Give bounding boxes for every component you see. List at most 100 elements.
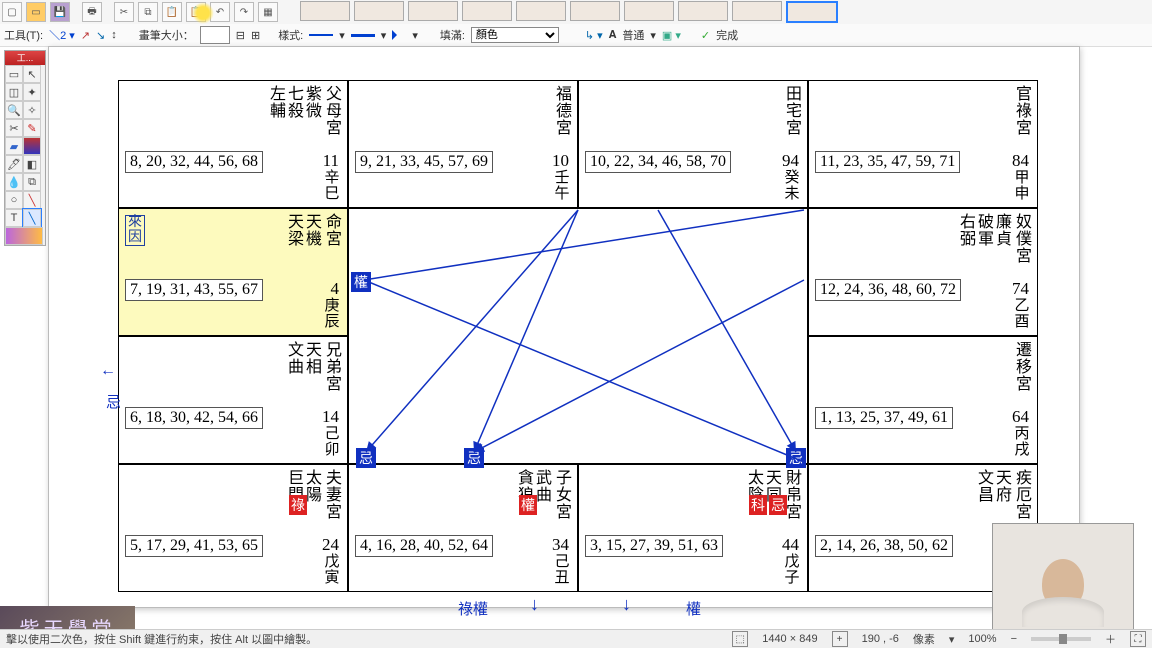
tool-line-icon[interactable]: ＼2 ▾ (49, 27, 75, 43)
line-arrow-style[interactable] (392, 30, 406, 40)
webcam-overlay (992, 523, 1134, 630)
tool-c-icon[interactable]: ↕ (111, 29, 117, 41)
line-style-thick[interactable] (351, 34, 375, 37)
fill-label: 填滿: (440, 27, 465, 43)
line-style-thin[interactable] (309, 34, 333, 36)
palace-name: 父母宮 (325, 87, 343, 137)
text-align-icon[interactable]: 𝐀 (609, 29, 617, 42)
palace-years: 9, 21, 33, 45, 57, 69 (355, 151, 493, 173)
connector-icon[interactable]: ↳ ▾ (585, 29, 603, 42)
palace-ganzhi: 庚辰 (323, 299, 341, 331)
palace-ganzhi: 壬午 (553, 171, 571, 203)
palace-cell-0[interactable]: 父母宮左輔七殺紫微8, 20, 32, 44, 56, 6811辛巳 (118, 80, 348, 208)
palace-limit: 10 (552, 151, 569, 171)
doc-thumb-9[interactable] (786, 1, 838, 23)
size-down-icon[interactable]: ⊟ (236, 29, 245, 42)
copy-icon[interactable]: ⧉ (138, 2, 158, 22)
tools-label: 工具(T): (4, 27, 43, 43)
status-bar: 擊以使用二次色，按住 Shift 鍵進行約束，按住 Alt 以圖中繪製。 ⬚ 1… (0, 629, 1152, 648)
tool-text-icon[interactable]: T (5, 209, 23, 227)
zoom-fit-icon[interactable]: ⛶ (1130, 631, 1146, 647)
tool-grad-icon[interactable] (23, 137, 41, 155)
redo-icon[interactable]: ↷ (234, 2, 254, 22)
tool-line-sel-icon[interactable]: ╲ (23, 209, 41, 227)
palace-ganzhi: 甲申 (1013, 171, 1031, 203)
palace-cell-8[interactable]: 夫妻宮巨門太陽祿5, 17, 29, 41, 53, 6524戊寅 (118, 464, 348, 592)
palace-name: 田宅宮 (785, 87, 803, 137)
mode-label[interactable]: 普通 (622, 27, 644, 43)
grid-icon[interactable]: ▦ (258, 2, 278, 22)
tool-crop-icon[interactable]: ✂ (5, 119, 23, 137)
palace-cell-9[interactable]: 子女宮貪狼武曲權4, 16, 28, 40, 52, 6434己丑 (348, 464, 578, 592)
doc-thumb-4[interactable] (516, 1, 566, 21)
layer-icon[interactable]: ▣ ▾ (662, 29, 681, 42)
doc-thumb-7[interactable] (678, 1, 728, 21)
zoom-slider[interactable] (1031, 637, 1091, 641)
toolbar-options: 工具(T): ＼2 ▾ ↗ ↘ ↕ 畫筆大小： ⊟ ⊞ 樣式: ▾ ▾ ▾ 填滿… (0, 24, 1152, 47)
ziwei-chart: 父母宮左輔七殺紫微8, 20, 32, 44, 56, 6811辛巳福德宮9, … (118, 80, 1038, 600)
palace-name: 遷移宮 (1015, 343, 1033, 393)
doc-thumb-6[interactable] (624, 1, 674, 21)
sb-size-icon: ⬚ (732, 631, 748, 647)
tool-gradient-icon[interactable] (5, 227, 43, 245)
tool-line2-icon[interactable]: ╲ (23, 191, 41, 209)
tool-eraser-icon[interactable]: ◧ (23, 155, 41, 173)
done-label[interactable]: 完成 (716, 27, 738, 43)
palace-cell-4[interactable]: 命宮天梁天機來因7, 19, 31, 43, 55, 674庚辰 (118, 208, 348, 336)
palace-name: 子女宮 (555, 471, 573, 521)
cut-icon[interactable]: ✂ (114, 2, 134, 22)
tool-pencil-icon[interactable]: 🖊 (5, 155, 23, 173)
tool-wand-icon[interactable]: ✧ (23, 101, 41, 119)
palace-years: 12, 24, 36, 48, 60, 72 (815, 279, 961, 301)
doc-thumb-8[interactable] (732, 1, 782, 21)
save-icon[interactable]: 💾 (50, 2, 70, 22)
status-coords: 190 , -6 (862, 633, 899, 645)
palace-name: 夫妻宮 (325, 471, 343, 521)
tool-rect2-icon[interactable]: ◫ (5, 83, 23, 101)
toolbar-main: ▢ ▭ 💾 🖶 ✂ ⧉ 📋 📋 ↶ ↷ ▦ (0, 0, 1152, 25)
blue-tag-ji-2: 忌 (786, 448, 806, 468)
tool-shape-icon[interactable]: ○ (5, 191, 23, 209)
tool-clone-icon[interactable]: ⧉ (23, 173, 41, 191)
palace-cell-3[interactable]: 官祿宮11, 23, 35, 47, 59, 7184甲申 (808, 80, 1038, 208)
zoom-in-icon[interactable]: ＋ (1105, 631, 1116, 647)
zoom-out-icon[interactable]: − (1011, 633, 1017, 645)
palace-cell-2[interactable]: 田宅宮10, 22, 34, 46, 58, 7094癸未 (578, 80, 808, 208)
palace-limit: 74 (1012, 279, 1029, 299)
palace-ganzhi: 戊寅 (323, 555, 341, 587)
print-icon[interactable]: 🖶 (82, 2, 102, 22)
doc-thumb-3[interactable] (462, 1, 512, 21)
done-check-icon[interactable]: ✓ (701, 29, 710, 42)
new-icon[interactable]: ▢ (2, 2, 22, 22)
palace-ganzhi: 己丑 (553, 555, 571, 587)
palace-cell-6[interactable]: 兄弟宮文曲天相6, 18, 30, 42, 54, 6614己卯 (118, 336, 348, 464)
tool-a-icon[interactable]: ↗ (81, 29, 90, 42)
status-zoom-label: 像素 (913, 631, 935, 647)
tool-zoom-icon[interactable]: 🔍 (5, 101, 23, 119)
palace-cell-1[interactable]: 福德宮9, 21, 33, 45, 57, 6910壬午 (348, 80, 578, 208)
open-icon[interactable]: ▭ (26, 2, 46, 22)
doc-thumb-2[interactable] (408, 1, 458, 21)
palace-cell-7[interactable]: 遷移宮1, 13, 25, 37, 49, 6164丙戌 (808, 336, 1038, 464)
size-up-icon[interactable]: ⊞ (251, 29, 260, 42)
doc-thumb-5[interactable] (570, 1, 620, 21)
doc-thumb-1[interactable] (354, 1, 404, 21)
blue-tag-ji-0: 忌 (356, 448, 376, 468)
palace-years: 4, 16, 28, 40, 52, 64 (355, 535, 493, 557)
style-label: 樣式: (278, 27, 303, 43)
palace-years: 5, 17, 29, 41, 53, 65 (125, 535, 263, 557)
tool-b-icon[interactable]: ↘ (96, 29, 105, 42)
tool-pointer-icon[interactable]: ↖ (23, 65, 41, 83)
paste-icon[interactable]: 📋 (162, 2, 182, 22)
tool-fill-icon[interactable]: ▰ (5, 137, 23, 155)
palace-name: 奴僕宮 (1015, 215, 1033, 265)
tool-brush-icon[interactable]: ✎ (23, 119, 41, 137)
fill-select[interactable]: 顏色 (471, 27, 559, 43)
tool-rect-icon[interactable]: ▭ (5, 65, 23, 83)
tool-star-icon[interactable]: ✦ (23, 83, 41, 101)
palace-cell-10[interactable]: 財帛宮太陰天同科忌3, 15, 27, 39, 51, 6344戊子 (578, 464, 808, 592)
doc-thumb-0[interactable] (300, 1, 350, 21)
tool-dropper-icon[interactable]: 💧 (5, 173, 23, 191)
brush-size-input[interactable] (200, 26, 230, 44)
palace-cell-5[interactable]: 奴僕宮右弼破軍廉貞12, 24, 36, 48, 60, 7274乙酉 (808, 208, 1038, 336)
